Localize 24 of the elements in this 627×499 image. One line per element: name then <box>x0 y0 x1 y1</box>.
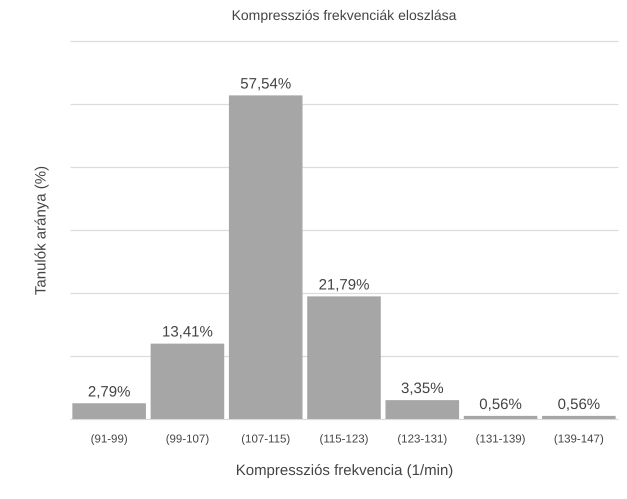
data-label: 0,56% <box>479 396 522 413</box>
x-tick-label: (91-99) <box>90 434 128 446</box>
y-axis-title: Tanulók aránya (%) <box>32 166 50 296</box>
x-tick-label: (123-131) <box>397 434 448 446</box>
bar <box>385 400 460 419</box>
bar <box>150 344 224 419</box>
x-tick-label: (115-123) <box>319 434 369 446</box>
bar <box>542 416 616 419</box>
bar <box>464 416 538 419</box>
data-label: 3,35% <box>401 380 444 398</box>
data-label: 21,79% <box>318 276 370 294</box>
data-label: 0,56% <box>558 396 600 413</box>
x-tick-label: (139-147) <box>554 434 604 446</box>
chart-title: Kompressziós frekvenciák eloszlása <box>232 7 457 23</box>
x-tick-label: (107-115) <box>241 434 290 446</box>
bar <box>228 95 303 419</box>
data-label: 13,41% <box>162 324 213 341</box>
bar <box>72 403 146 419</box>
x-tick-label: (131-139) <box>476 434 526 446</box>
data-label: 57,54% <box>240 75 292 92</box>
data-label: 2,79% <box>88 383 130 400</box>
x-tick-label: (99-107) <box>166 434 210 446</box>
bar <box>307 296 381 419</box>
x-axis-title: Kompressziós frekvencia (1/min) <box>236 462 454 479</box>
